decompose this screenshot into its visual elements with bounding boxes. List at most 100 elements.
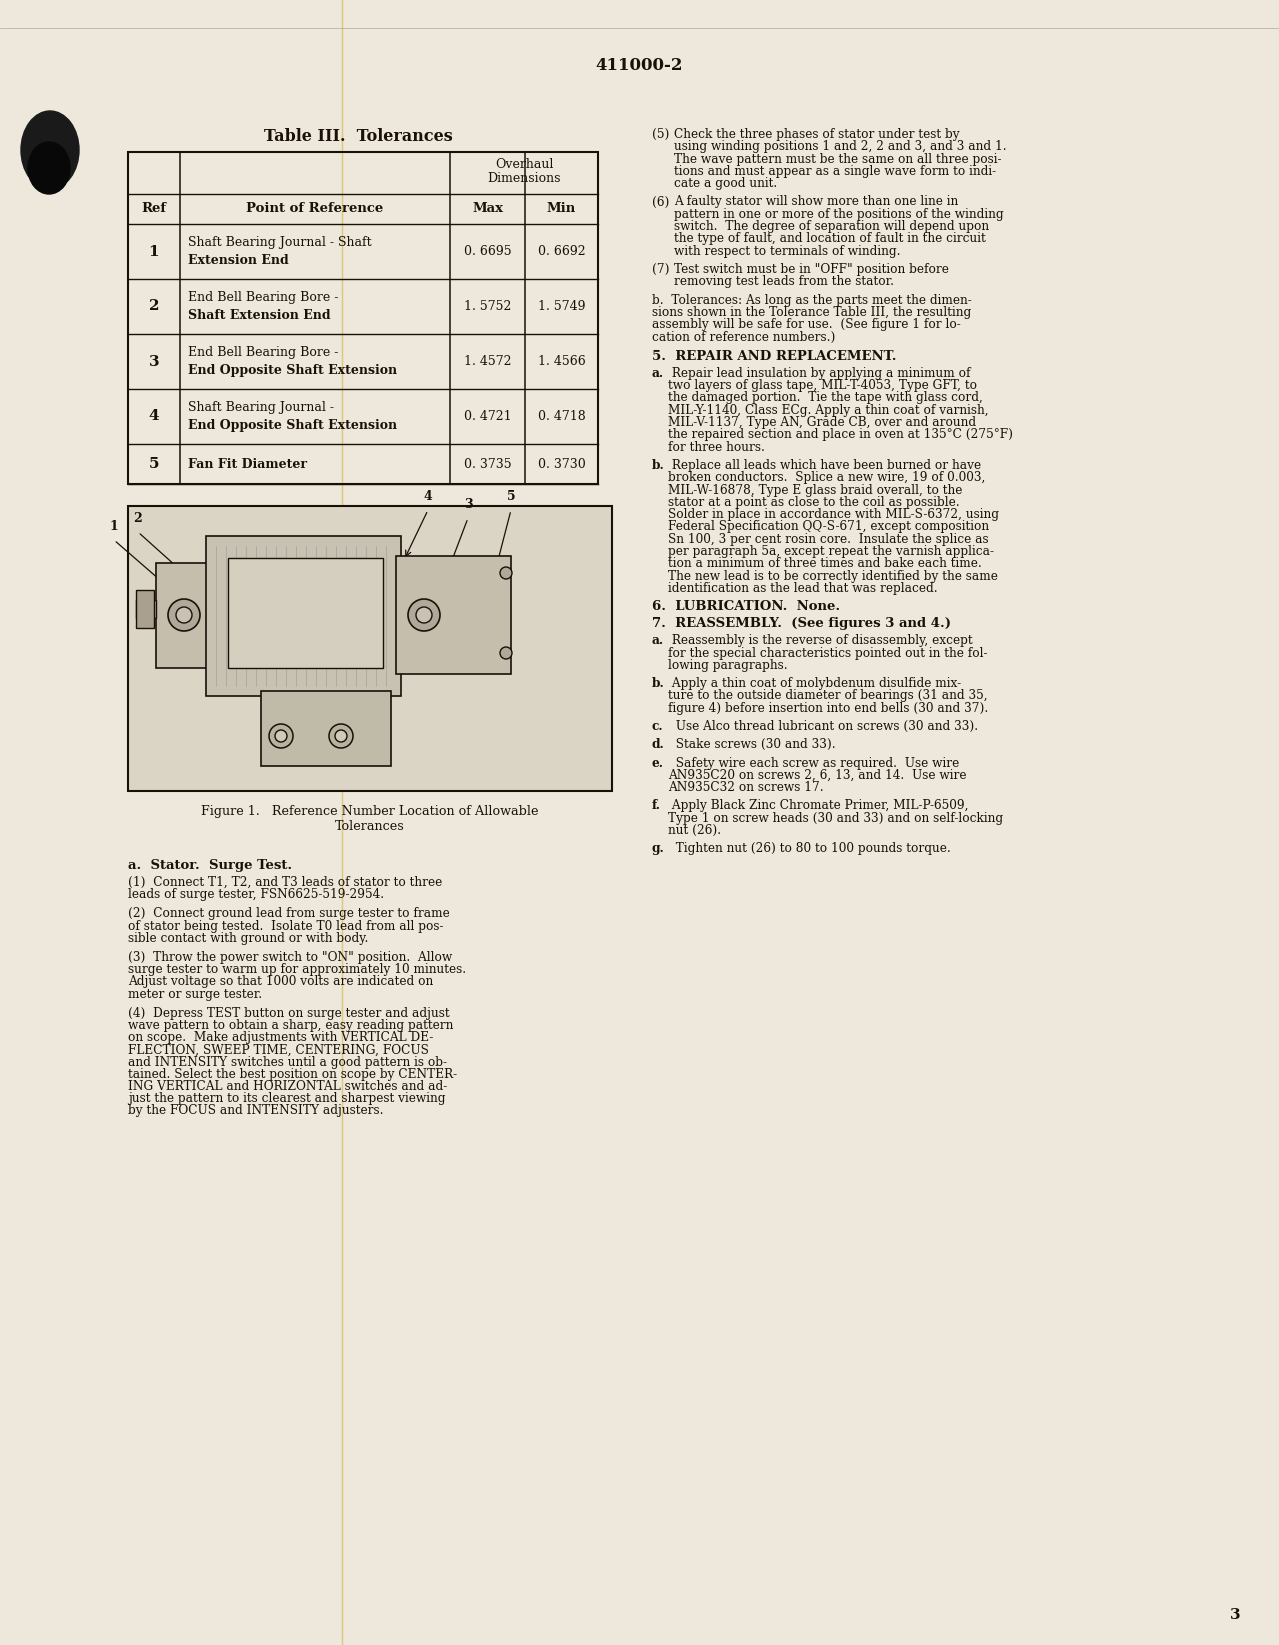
Text: 5.  REPAIR AND REPLACEMENT.: 5. REPAIR AND REPLACEMENT. [652, 350, 897, 364]
Text: stator at a point as close to the coil as possible.: stator at a point as close to the coil a… [668, 495, 959, 508]
Text: 1. 5749: 1. 5749 [537, 299, 586, 313]
Text: A faulty stator will show more than one line in: A faulty stator will show more than one … [674, 196, 958, 209]
Text: MIL-V-1137, Type AN, Grade CB, over and around: MIL-V-1137, Type AN, Grade CB, over and … [668, 416, 976, 429]
Text: Apply Black Zinc Chromate Primer, MIL-P-6509,: Apply Black Zinc Chromate Primer, MIL-P-… [668, 799, 968, 813]
Text: pattern in one or more of the positions of the winding: pattern in one or more of the positions … [674, 207, 1004, 220]
Bar [128, 507, 611, 791]
Text: 0. 3735: 0. 3735 [464, 457, 512, 470]
Text: ture to the outside diameter of bearings (31 and 35,: ture to the outside diameter of bearings… [668, 689, 987, 702]
Text: Point of Reference: Point of Reference [247, 202, 384, 215]
Text: for three hours.: for three hours. [668, 441, 765, 454]
Text: 5: 5 [148, 457, 160, 470]
Text: Use Alco thread lubricant on screws (30 and 33).: Use Alco thread lubricant on screws (30 … [668, 721, 978, 734]
Text: lowing paragraphs.: lowing paragraphs. [668, 658, 788, 671]
Text: 3: 3 [148, 355, 160, 368]
Text: sions shown in the Tolerance Table III, the resulting: sions shown in the Tolerance Table III, … [652, 306, 971, 319]
Text: figure 4) before insertion into end bells (30 and 37).: figure 4) before insertion into end bell… [668, 702, 989, 714]
Text: identification as the lead that was replaced.: identification as the lead that was repl… [668, 582, 938, 595]
Text: just the pattern to its clearest and sharpest viewing: just the pattern to its clearest and sha… [128, 1092, 445, 1105]
Text: 3: 3 [464, 498, 472, 512]
Text: Repair lead insulation by applying a minimum of: Repair lead insulation by applying a min… [668, 367, 971, 380]
Bar [156, 563, 211, 668]
Text: AN935C32 on screws 17.: AN935C32 on screws 17. [668, 781, 824, 795]
Text: (2)  Connect ground lead from surge tester to frame: (2) Connect ground lead from surge teste… [128, 908, 450, 921]
Text: Tolerances: Tolerances [335, 819, 405, 832]
Text: the repaired section and place in oven at 135°C (275°F): the repaired section and place in oven a… [668, 428, 1013, 441]
Text: e.: e. [652, 757, 664, 770]
Bar [136, 600, 156, 619]
Text: two layers of glass tape, MIL-T-4053, Type GFT, to: two layers of glass tape, MIL-T-4053, Ty… [668, 378, 977, 392]
Text: 4: 4 [148, 410, 160, 423]
Text: 0. 6695: 0. 6695 [464, 245, 512, 258]
Text: MIL-Y-1140, Class ECg. Apply a thin coat of varnish,: MIL-Y-1140, Class ECg. Apply a thin coat… [668, 403, 989, 416]
Text: b.: b. [652, 459, 665, 472]
Circle shape [500, 568, 512, 579]
Text: b.  Tolerances: As long as the parts meet the dimen-: b. Tolerances: As long as the parts meet… [652, 293, 972, 306]
Bar [136, 591, 153, 628]
Text: with respect to terminals of winding.: with respect to terminals of winding. [674, 245, 900, 258]
Text: Type 1 on screw heads (30 and 33) and on self-locking: Type 1 on screw heads (30 and 33) and on… [668, 811, 1003, 824]
Text: 2: 2 [133, 512, 142, 525]
Bar [396, 556, 512, 674]
Text: nut (26).: nut (26). [668, 824, 721, 837]
Text: b.: b. [652, 678, 665, 691]
Text: Solder in place in accordance with MIL-S-6372, using: Solder in place in accordance with MIL-S… [668, 508, 999, 521]
Text: switch.  The degree of separation will depend upon: switch. The degree of separation will de… [674, 220, 989, 234]
Circle shape [500, 646, 512, 660]
Text: sible contact with ground or with body.: sible contact with ground or with body. [128, 931, 368, 944]
Text: wave pattern to obtain a sharp, easy reading pattern: wave pattern to obtain a sharp, easy rea… [128, 1018, 453, 1031]
Text: g.: g. [652, 842, 665, 855]
Ellipse shape [20, 110, 79, 189]
Text: 1. 4572: 1. 4572 [464, 355, 512, 368]
Circle shape [269, 724, 293, 748]
Text: 6.  LUBRICATION.  None.: 6. LUBRICATION. None. [652, 600, 840, 614]
Text: Shaft Bearing Journal - Shaft: Shaft Bearing Journal - Shaft [188, 235, 372, 248]
Text: 1. 4566: 1. 4566 [537, 355, 586, 368]
Text: 1: 1 [148, 245, 160, 258]
Text: (6): (6) [652, 196, 669, 209]
Text: 3: 3 [1229, 1609, 1241, 1622]
Text: cation of reference numbers.): cation of reference numbers.) [652, 331, 835, 344]
Text: 0. 4718: 0. 4718 [537, 410, 586, 423]
Bar [261, 691, 391, 767]
Text: removing test leads from the stator.: removing test leads from the stator. [674, 275, 894, 288]
Text: 5: 5 [506, 490, 515, 503]
Text: 1: 1 [110, 520, 119, 533]
Text: 0. 6692: 0. 6692 [537, 245, 586, 258]
Text: Check the three phases of stator under test by: Check the three phases of stator under t… [674, 128, 959, 141]
Text: Sn 100, 3 per cent rosin core.  Insulate the splice as: Sn 100, 3 per cent rosin core. Insulate … [668, 533, 989, 546]
Text: Fan Fit Diameter: Fan Fit Diameter [188, 457, 307, 470]
Text: 411000-2: 411000-2 [595, 56, 683, 74]
Text: Tighten nut (26) to 80 to 100 pounds torque.: Tighten nut (26) to 80 to 100 pounds tor… [668, 842, 950, 855]
Bar [128, 151, 599, 484]
Text: surge tester to warm up for approximately 10 minutes.: surge tester to warm up for approximatel… [128, 964, 466, 975]
Text: End Opposite Shaft Extension: End Opposite Shaft Extension [188, 419, 396, 433]
Text: 7.  REASSEMBLY.  (See figures 3 and 4.): 7. REASSEMBLY. (See figures 3 and 4.) [652, 617, 952, 630]
Text: d.: d. [652, 739, 665, 752]
Text: Overhaul: Overhaul [495, 158, 554, 171]
Text: Replace all leads which have been burned or have: Replace all leads which have been burned… [668, 459, 981, 472]
Circle shape [177, 607, 192, 623]
Text: ING VERTICAL and HORIZONTAL switches and ad-: ING VERTICAL and HORIZONTAL switches and… [128, 1081, 448, 1092]
Text: of stator being tested.  Isolate T0 lead from all pos-: of stator being tested. Isolate T0 lead … [128, 920, 444, 933]
Text: Stake screws (30 and 33).: Stake screws (30 and 33). [668, 739, 835, 752]
Text: Federal Specification QQ-S-671, except composition: Federal Specification QQ-S-671, except c… [668, 520, 989, 533]
Text: Dimensions: Dimensions [487, 171, 560, 184]
Text: End Bell Bearing Bore -: End Bell Bearing Bore - [188, 345, 339, 359]
Text: 0. 3730: 0. 3730 [537, 457, 586, 470]
Circle shape [329, 724, 353, 748]
Text: (5): (5) [652, 128, 669, 141]
Text: tained. Select the best position on scope by CENTER-: tained. Select the best position on scop… [128, 1068, 457, 1081]
Circle shape [168, 599, 200, 632]
Text: End Opposite Shaft Extension: End Opposite Shaft Extension [188, 364, 396, 377]
Text: the type of fault, and location of fault in the circuit: the type of fault, and location of fault… [674, 232, 986, 245]
Text: per paragraph 5a, except repeat the varnish applica-: per paragraph 5a, except repeat the varn… [668, 544, 994, 558]
Text: End Bell Bearing Bore -: End Bell Bearing Bore - [188, 291, 339, 304]
Text: 0. 4721: 0. 4721 [464, 410, 512, 423]
Bar [228, 558, 382, 668]
Text: The wave pattern must be the same on all three posi-: The wave pattern must be the same on all… [674, 153, 1001, 166]
Text: Apply a thin coat of molybdenum disulfide mix-: Apply a thin coat of molybdenum disulfid… [668, 678, 961, 691]
Text: Ref: Ref [142, 202, 166, 215]
Text: cate a good unit.: cate a good unit. [674, 178, 778, 191]
Text: Shaft Extension End: Shaft Extension End [188, 309, 331, 322]
